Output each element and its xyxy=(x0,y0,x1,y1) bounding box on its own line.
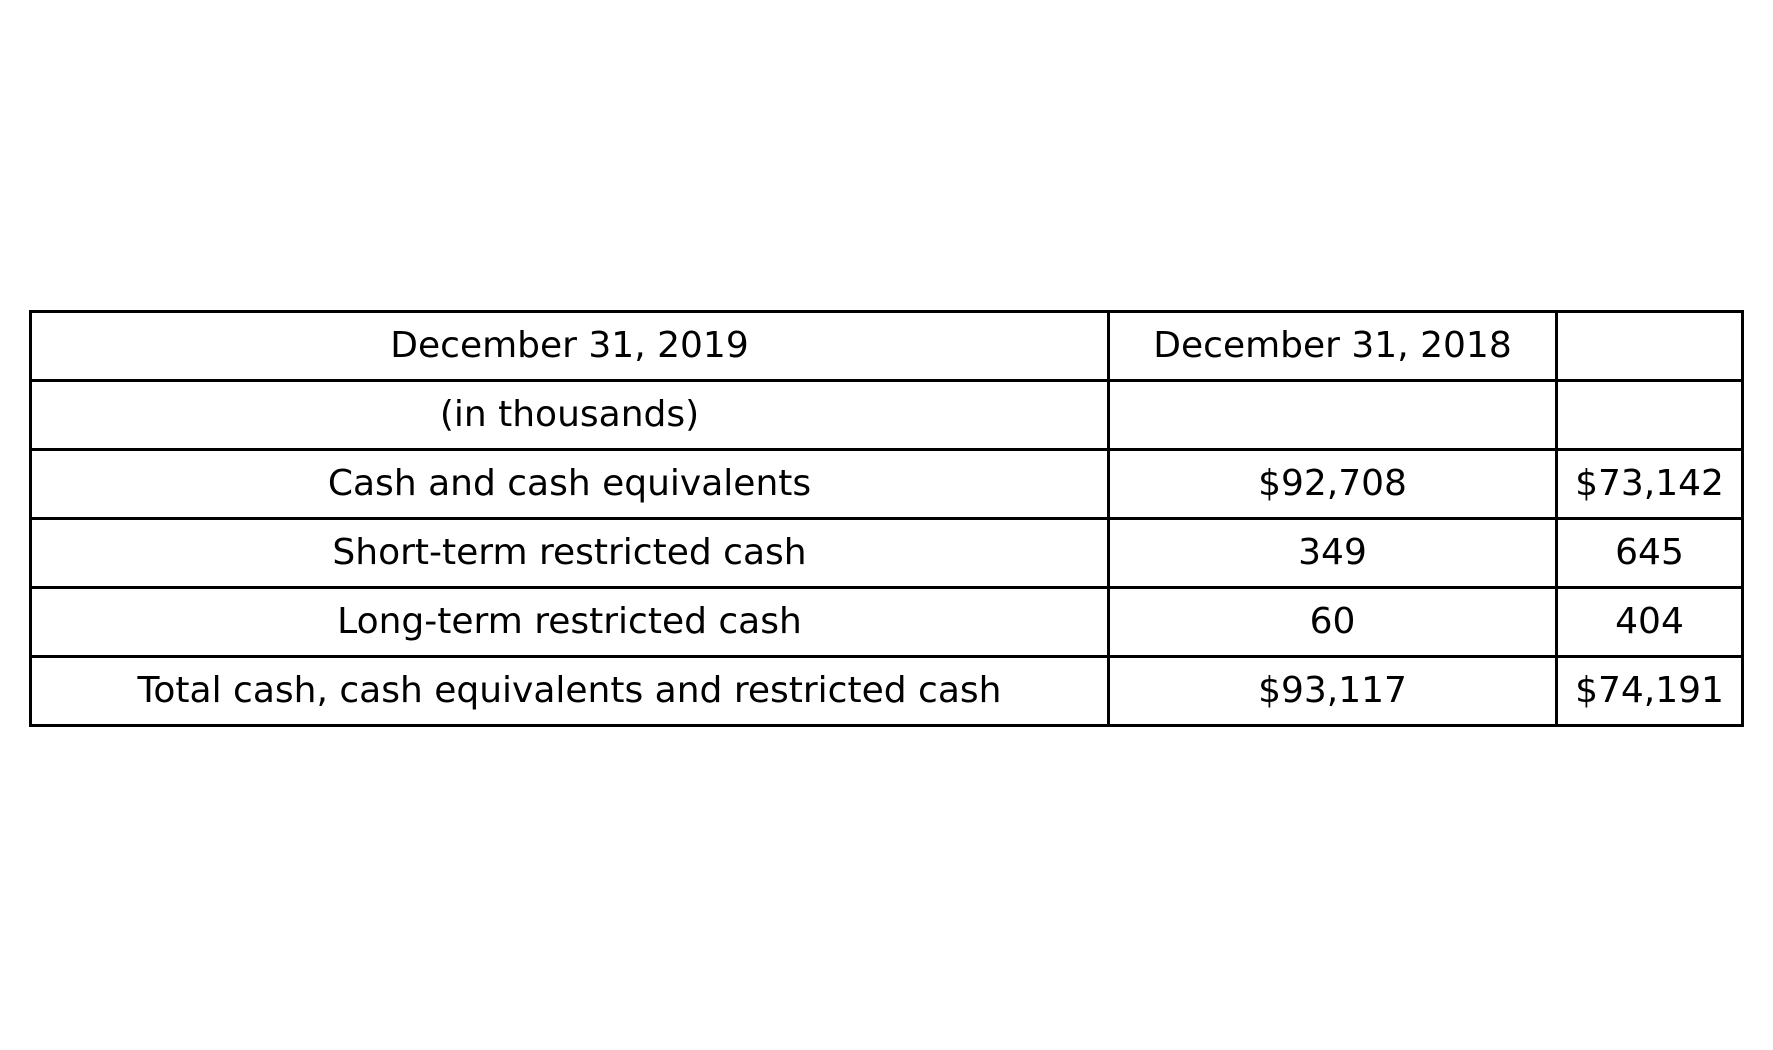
value-cell: 404 xyxy=(1555,586,1744,658)
row-label: Cash and cash equivalents xyxy=(29,448,1110,520)
value-cell: $92,708 xyxy=(1107,448,1558,520)
header-row-units: (in thousands) xyxy=(29,379,1744,451)
units-cell: (in thousands) xyxy=(29,379,1110,451)
table-row-total: Total cash, cash equivalents and restric… xyxy=(29,655,1744,727)
cash-reconciliation-table: December 31, 2019 December 31, 2018 (in … xyxy=(29,310,1744,727)
row-label: Short-term restricted cash xyxy=(29,517,1110,589)
value-cell: $74,191 xyxy=(1555,655,1744,727)
value-cell: $73,142 xyxy=(1555,448,1744,520)
row-label: Total cash, cash equivalents and restric… xyxy=(29,655,1110,727)
empty-cell xyxy=(1555,379,1744,451)
header-cell: December 31, 2018 xyxy=(1107,310,1558,382)
value-cell: $93,117 xyxy=(1107,655,1558,727)
cash-table-container: December 31, 2019 December 31, 2018 (in … xyxy=(29,310,1744,727)
header-row-dates: December 31, 2019 December 31, 2018 xyxy=(29,310,1744,382)
value-cell: 349 xyxy=(1107,517,1558,589)
value-cell: 60 xyxy=(1107,586,1558,658)
row-label: Long-term restricted cash xyxy=(29,586,1110,658)
header-cell xyxy=(1555,310,1744,382)
table-row: Long-term restricted cash 60 404 xyxy=(29,586,1744,658)
table-row: Cash and cash equivalents $92,708 $73,14… xyxy=(29,448,1744,520)
header-cell: December 31, 2019 xyxy=(29,310,1110,382)
table-row: Short-term restricted cash 349 645 xyxy=(29,517,1744,589)
value-cell: 645 xyxy=(1555,517,1744,589)
empty-cell xyxy=(1107,379,1558,451)
